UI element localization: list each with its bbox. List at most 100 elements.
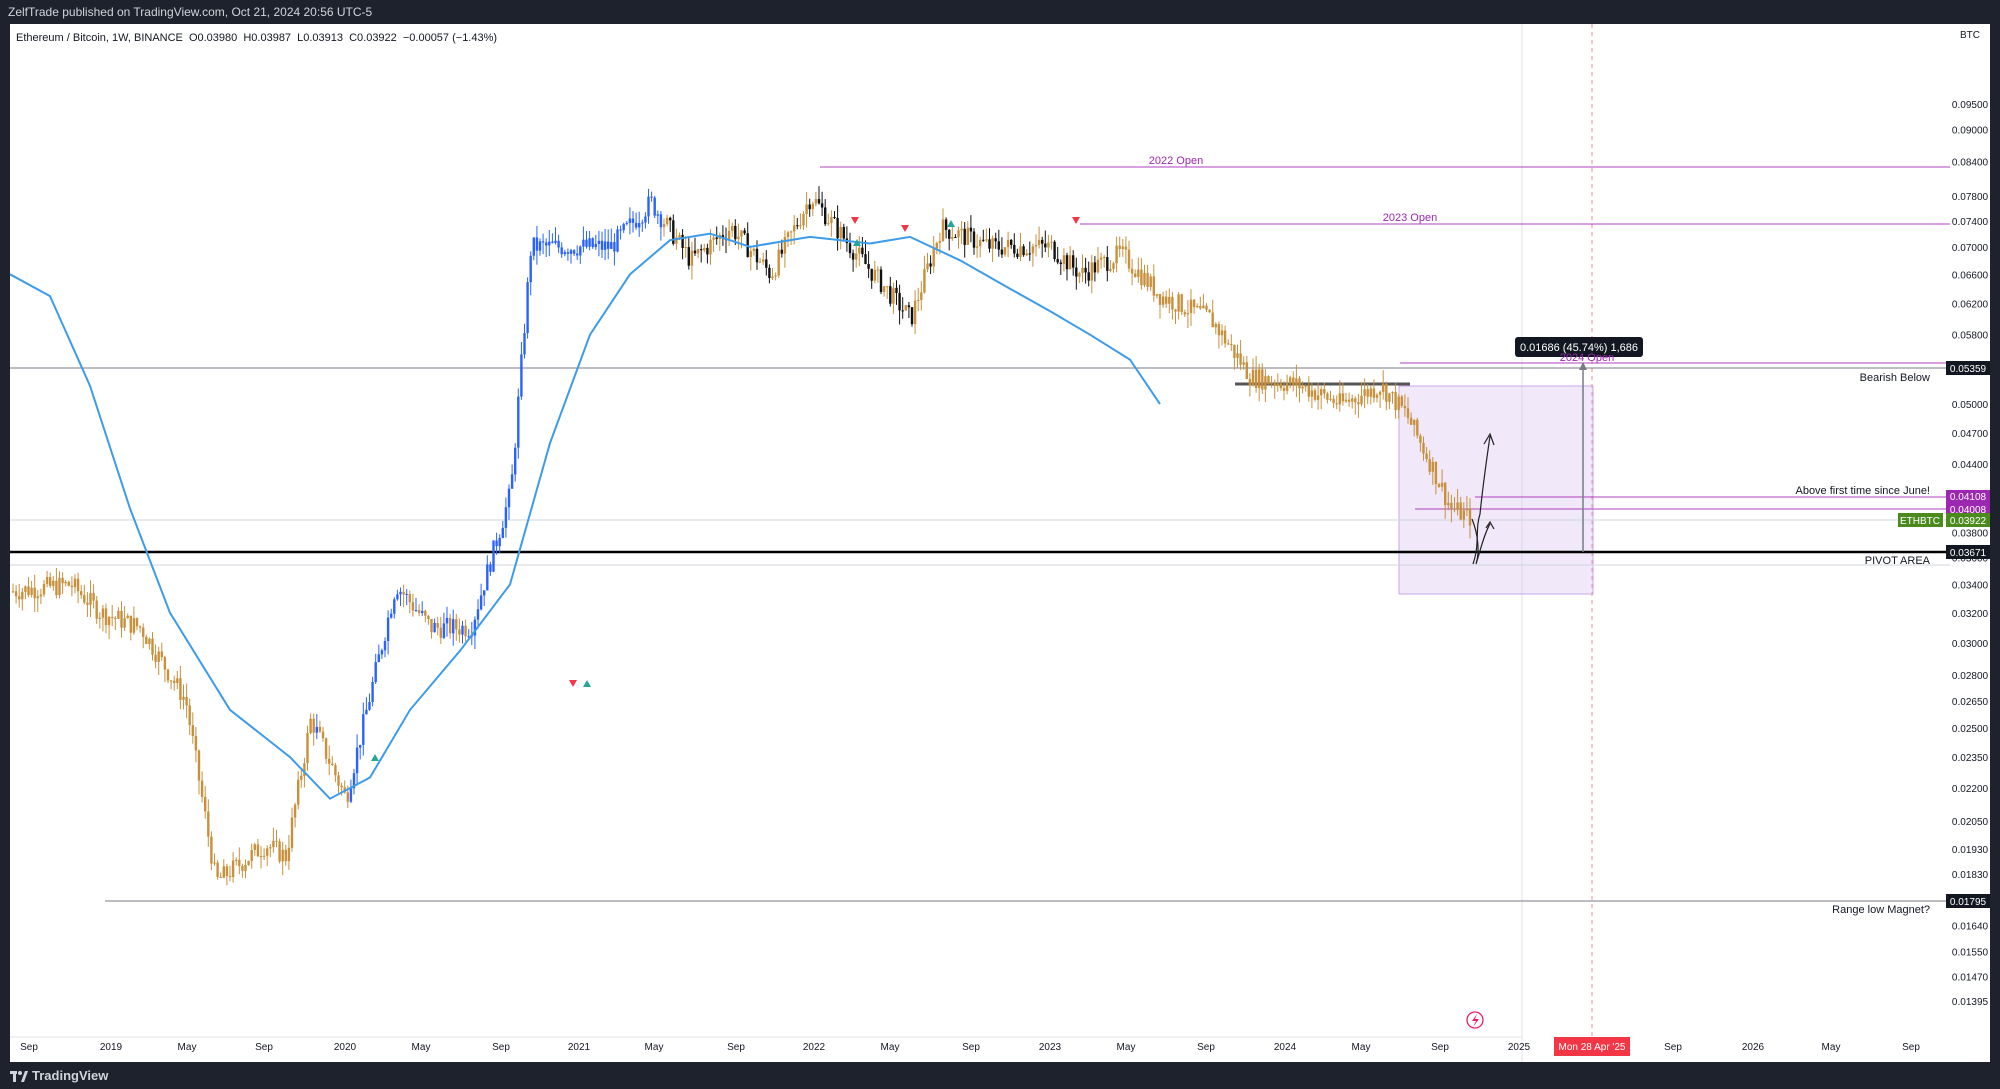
candle-body — [1251, 369, 1255, 386]
bearish-below-label[interactable]: Bearish Below — [1860, 372, 1930, 384]
candle-body — [895, 287, 898, 293]
candle-body — [24, 586, 27, 592]
candle-body — [1010, 239, 1013, 245]
candle-body — [27, 586, 30, 595]
candle-body — [129, 615, 132, 633]
candle-body — [436, 622, 439, 628]
open-2023-label[interactable]: 2023 Open — [1383, 212, 1437, 224]
price-tick-label: 0.05000 — [1952, 400, 1989, 411]
price-tick-label: 0.02800 — [1952, 671, 1989, 682]
candle-body — [687, 247, 690, 266]
candle-body — [855, 253, 858, 260]
candle-body — [1403, 405, 1407, 409]
candle-body — [941, 219, 945, 241]
signal-down-marker — [901, 225, 909, 232]
candle-body — [507, 488, 511, 508]
candle-body — [374, 662, 377, 682]
candle-body — [476, 609, 480, 620]
candle-body — [259, 856, 263, 857]
candle-body — [1065, 255, 1069, 270]
candle-body — [98, 617, 101, 619]
candle-body — [979, 239, 982, 247]
candle-body — [70, 585, 74, 588]
candle-body — [774, 275, 777, 277]
candle-body — [216, 862, 219, 877]
candle-body — [442, 623, 446, 638]
price-tick-label: 0.09000 — [1952, 125, 1989, 136]
candle-body — [1413, 419, 1416, 425]
price-tick-label: 0.03000 — [1952, 639, 1989, 650]
candle-body — [886, 286, 889, 288]
candle-body — [991, 238, 994, 249]
time-tick-label: May — [178, 1042, 197, 1053]
candle-body — [225, 866, 229, 876]
pivot-zone-box[interactable] — [1398, 385, 1594, 595]
candle-body — [848, 243, 852, 254]
candle-body — [1406, 408, 1410, 418]
candle-body — [1354, 398, 1357, 403]
candle-body — [1273, 383, 1276, 386]
candle-body — [935, 242, 938, 249]
candle-body — [752, 248, 756, 252]
pivot-area-label[interactable]: PIVOT AREA — [1865, 555, 1931, 567]
price-tick-label: 0.07000 — [1952, 243, 1989, 254]
candle-body — [1320, 389, 1323, 396]
candle-body — [101, 608, 105, 618]
candle-body — [1068, 255, 1072, 270]
candle-body — [117, 611, 120, 619]
candle-body — [839, 227, 842, 239]
candle-body — [1044, 243, 1047, 248]
candle-body — [557, 240, 560, 248]
candle-body — [408, 594, 411, 603]
candle-body — [879, 269, 883, 292]
above-june-label[interactable]: Above first time since June! — [1795, 485, 1930, 497]
projection-bounce-path — [1471, 518, 1491, 565]
candle-body — [966, 227, 969, 245]
candle-body — [727, 230, 731, 240]
candle-body — [833, 217, 836, 218]
candle-body — [1211, 312, 1214, 328]
last-price-text: 0.03922 — [1950, 516, 1987, 527]
candle-body — [1189, 299, 1193, 313]
open-2022-label[interactable]: 2022 Open — [1149, 155, 1203, 167]
candle-body — [830, 217, 833, 224]
chart-area[interactable]: 0.01686 (45.74%) 1,686 2022 Open 2023 Op… — [10, 24, 1990, 1062]
candle-body — [1289, 377, 1292, 384]
candle-body — [628, 218, 632, 223]
candle-body — [749, 251, 752, 258]
candle-body — [551, 241, 554, 243]
candle-body — [1453, 508, 1456, 510]
candle-body — [340, 785, 343, 788]
candle-body — [182, 696, 185, 700]
candle-body — [560, 247, 563, 255]
candle-body — [1143, 272, 1146, 286]
candle-body — [709, 239, 712, 255]
candle-body — [204, 796, 207, 812]
price-badge-05359 — [1946, 361, 1990, 375]
candle-body — [1146, 272, 1149, 287]
candle-body — [173, 680, 176, 683]
price-chart[interactable]: 0.01686 (45.74%) 1,686 2022 Open 2023 Op… — [10, 24, 1990, 1062]
signal-up-marker — [947, 220, 955, 227]
candle-body — [780, 249, 783, 254]
time-tick-label: 2020 — [334, 1042, 357, 1053]
candle-body — [585, 239, 588, 247]
candle-body — [33, 587, 36, 599]
candlestick-series[interactable] — [11, 186, 1472, 886]
candle-body — [1351, 398, 1354, 402]
range-low-label[interactable]: Range low Magnet? — [1832, 904, 1930, 916]
price-badge-04108 — [1946, 490, 1990, 503]
candle-body — [281, 849, 284, 862]
price-tick-label: 0.07800 — [1952, 192, 1989, 203]
candle-body — [1028, 253, 1031, 255]
candle-body — [213, 862, 216, 864]
open-2024-label[interactable]: 2024 Open — [1560, 352, 1614, 364]
candle-body — [235, 859, 238, 861]
tradingview-logo[interactable]: TradingView — [10, 1068, 108, 1083]
candle-body — [1183, 312, 1186, 315]
candle-body — [1254, 369, 1258, 388]
price-axis-panel[interactable] — [1522, 24, 1990, 1062]
candle-body — [731, 226, 734, 231]
candle-body — [1130, 268, 1134, 274]
alert-lightning-icon[interactable] — [1466, 1011, 1484, 1029]
